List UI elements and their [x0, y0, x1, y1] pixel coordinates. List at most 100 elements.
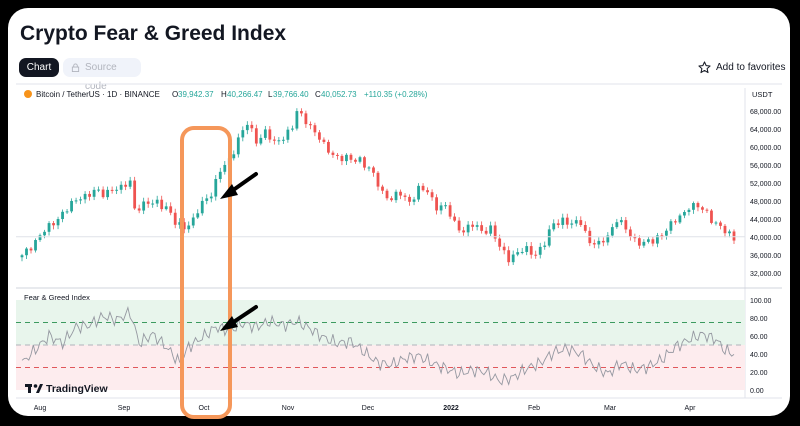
candle-body — [637, 238, 641, 246]
candle-body — [345, 154, 348, 162]
candle-body — [245, 124, 249, 131]
candle-body — [146, 201, 150, 204]
candle-body — [70, 200, 73, 212]
candle-body — [250, 124, 254, 129]
index-tick-label: 80.00 — [750, 316, 768, 323]
candle-body — [547, 229, 551, 246]
candle-body — [466, 224, 470, 233]
candle-body — [92, 189, 96, 197]
candle-body — [453, 216, 457, 221]
candle-body — [646, 239, 650, 242]
candle-body — [363, 157, 366, 168]
price-tick-label: 64,000.00 — [750, 127, 781, 134]
candle-body — [336, 154, 339, 156]
candle-body — [669, 221, 673, 231]
highlight-box — [180, 126, 232, 419]
candle-body — [728, 231, 731, 234]
candle-body — [263, 129, 267, 138]
low-value: 39,766.40 — [273, 90, 309, 99]
candle-body — [290, 128, 294, 130]
candle-body — [128, 180, 132, 187]
index-tick-label: 60.00 — [750, 334, 768, 341]
bitcoin-icon — [24, 90, 32, 98]
candle-body — [318, 132, 321, 140]
candle-body — [552, 223, 556, 230]
fear-greed-line — [21, 305, 735, 386]
candle-body — [471, 224, 475, 227]
candle-body — [178, 222, 182, 225]
candle-body — [520, 251, 524, 253]
candle-body — [101, 189, 105, 198]
candle-body — [430, 192, 434, 198]
symbol-title: Bitcoin / TetherUS · 1D · BINANCE — [36, 90, 160, 99]
candle-body — [719, 222, 722, 226]
candle-body — [309, 124, 312, 126]
candle-body — [254, 128, 258, 144]
low-label: L — [268, 90, 273, 99]
tab-chart[interactable]: Chart — [19, 58, 59, 77]
index-tick-label: 100.00 — [750, 298, 772, 305]
price-tick-label: 40,000.00 — [750, 235, 781, 242]
time-tick-label: Aug — [34, 405, 47, 412]
candle-body — [340, 155, 344, 162]
candle-body — [119, 184, 123, 190]
candle-body — [133, 180, 137, 209]
candle-body — [399, 191, 402, 196]
candle-body — [610, 227, 614, 236]
candle-body — [376, 172, 380, 187]
time-scale-ticks: Aug Sep Oct Nov Dec 2022 Feb Mar Apr — [34, 405, 696, 412]
candle-body — [299, 111, 303, 114]
price-tick-label: 56,000.00 — [750, 163, 781, 170]
candle-body — [272, 139, 276, 141]
candle-body — [268, 129, 272, 140]
candle-body — [417, 185, 420, 200]
candle-body — [25, 248, 28, 256]
candle-body — [259, 137, 263, 144]
candle-body — [678, 215, 682, 223]
candle-body — [480, 225, 484, 231]
candle-body — [38, 235, 42, 241]
index-tick-label: 20.00 — [750, 370, 768, 377]
candle-body — [475, 225, 479, 227]
candle-body — [606, 235, 610, 243]
candle-body — [218, 171, 222, 179]
candle-body — [281, 139, 285, 141]
candle-body — [358, 157, 362, 162]
arrow-top-icon — [220, 172, 258, 199]
add-to-favorites-button[interactable]: Add to favorites — [696, 58, 788, 77]
candle-body — [457, 220, 461, 231]
change-value: +110.35 (+0.28%) — [364, 90, 428, 99]
candle-body — [601, 240, 605, 243]
time-tick-label: Dec — [362, 405, 375, 412]
candle-body — [403, 195, 407, 197]
candle-body — [439, 205, 443, 211]
candle-body — [56, 219, 60, 226]
index-tick-label: 0.00 — [750, 388, 764, 395]
candle-body — [723, 225, 727, 234]
lock-icon — [71, 63, 80, 72]
candle-body — [79, 199, 82, 201]
candle-body — [173, 212, 177, 225]
candlestick-series — [20, 108, 736, 266]
candle-body — [65, 211, 69, 213]
candle-body — [196, 213, 200, 218]
price-tick-label: 44,000.00 — [750, 217, 781, 224]
price-tick-label: 36,000.00 — [750, 253, 781, 260]
candle-body — [322, 139, 326, 142]
candle-body — [615, 222, 619, 228]
candle-body — [151, 203, 155, 205]
candle-body — [561, 217, 565, 225]
tab-source-code[interactable]: Source code — [63, 58, 141, 92]
indicator-title: Fear & Greed Index — [24, 293, 90, 302]
candle-body — [444, 205, 447, 207]
candle-body — [209, 196, 213, 199]
candle-body — [88, 193, 91, 197]
candle-body — [187, 225, 191, 230]
candle-body — [191, 217, 195, 226]
price-tick-label: 68,000.00 — [750, 109, 781, 116]
candle-body — [115, 189, 119, 191]
candle-body — [493, 225, 497, 239]
candle-body — [710, 210, 713, 223]
time-tick-label: Feb — [528, 405, 540, 412]
